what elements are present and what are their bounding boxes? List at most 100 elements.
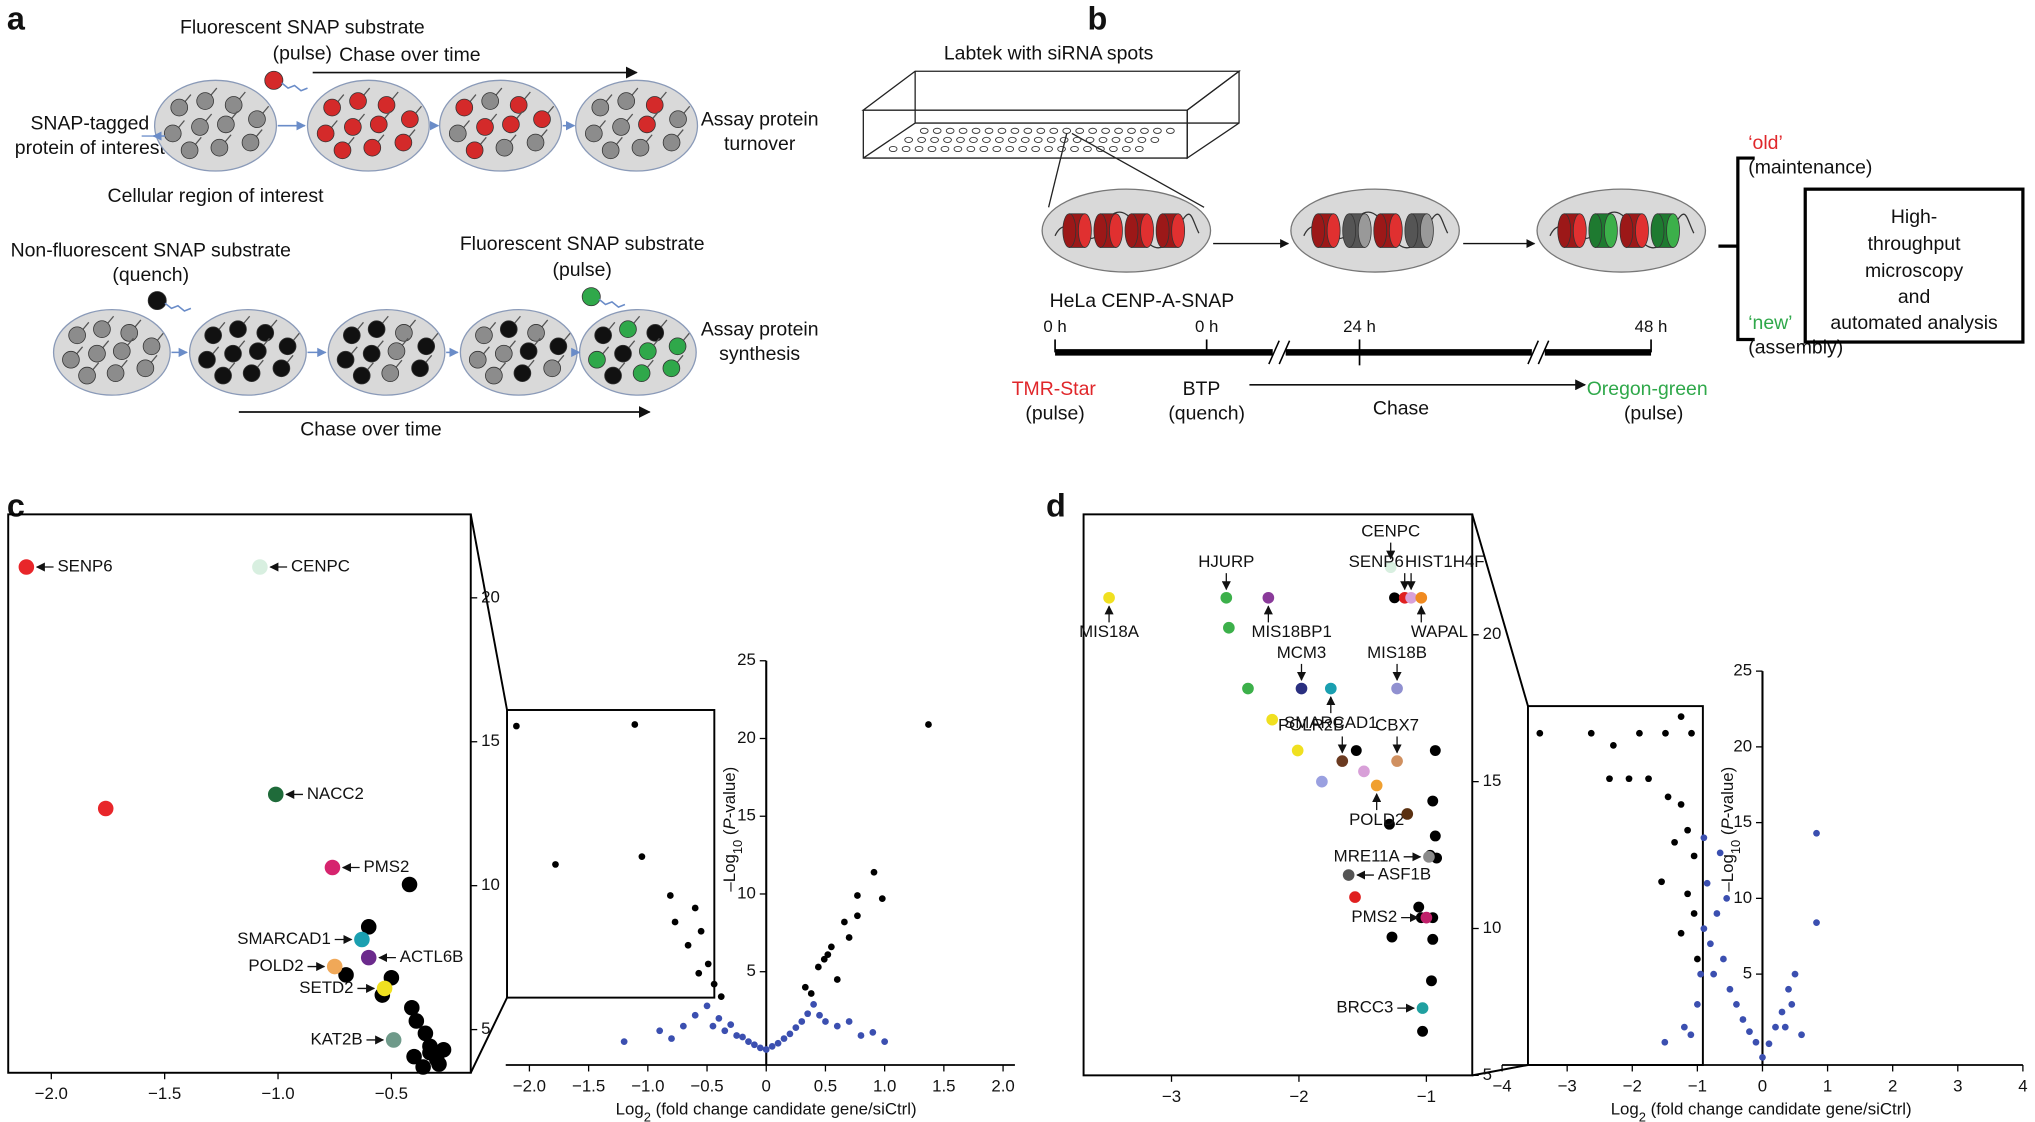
tagged-protein (502, 115, 520, 134)
point-label: POLR2B (1278, 716, 1344, 735)
tag-linker (601, 346, 610, 355)
point-label: POLD2 (248, 956, 303, 975)
x-tick-label: −0.5 (375, 1084, 408, 1103)
nucleosome-back (1342, 213, 1357, 248)
point (1720, 955, 1727, 963)
point-label: CENPC (1361, 522, 1420, 541)
point-label: KAT2B (311, 1029, 363, 1048)
highlight-point (1266, 713, 1279, 726)
labtek-label: Labtek with siRNA spots (944, 43, 1154, 65)
highlight-point (1405, 591, 1417, 604)
chase-label: Chase over time (339, 44, 480, 66)
highlight-point (97, 800, 114, 817)
tag-linker (224, 134, 232, 143)
tag-linker (513, 315, 521, 325)
cell (327, 309, 446, 396)
nucleosome-back (1588, 213, 1603, 248)
panel-label: c (7, 487, 25, 523)
tagged-protein (617, 92, 636, 110)
tag-linker (540, 319, 549, 329)
spot (956, 136, 965, 143)
tag-linker (527, 359, 535, 369)
point (1746, 1028, 1753, 1036)
spot (1114, 127, 1123, 134)
tag-linker (482, 346, 490, 355)
point (1781, 1023, 1789, 1031)
point (780, 1035, 788, 1042)
tagged-protein (509, 96, 528, 114)
tag-linker (230, 111, 239, 120)
tag-linker (488, 321, 497, 331)
cell-line-label: HeLa CENP-A-SNAP (1050, 290, 1235, 312)
tagged-protein (369, 115, 388, 134)
tagged-protein (362, 344, 381, 363)
tagged-protein (93, 320, 111, 339)
tagged-protein (645, 96, 664, 114)
tagged-protein (256, 324, 275, 342)
y-tick-label: 5 (1483, 1065, 1492, 1084)
highlight-point (1423, 851, 1435, 863)
point (620, 1038, 628, 1046)
nucleosome-face (1388, 213, 1403, 248)
tagged-protein (224, 96, 243, 114)
highlight-point (1223, 621, 1235, 634)
tagged-protein (588, 350, 606, 369)
tagged-protein (106, 364, 125, 382)
y-axis-label-part: 10 (730, 840, 745, 854)
tagged-protein (646, 324, 665, 342)
tagged-protein (344, 118, 362, 136)
tag-linker (347, 136, 355, 146)
nucleosome-back (1124, 213, 1139, 248)
point (798, 1018, 806, 1025)
x-tick-label: −1.0 (631, 1076, 664, 1095)
tagged-protein (465, 141, 484, 160)
point-label: CENPC (291, 556, 350, 575)
highlight-point (1391, 755, 1403, 767)
output-label: synthesis (719, 343, 800, 365)
point (1694, 955, 1701, 963)
point (1677, 713, 1685, 720)
x-tick-label: 0.5 (814, 1076, 837, 1095)
tag-linker (227, 362, 236, 371)
point-label: WAPAL (1411, 622, 1468, 641)
point-label: SETD2 (299, 978, 353, 997)
bracket (1718, 156, 1755, 342)
tag-linker (120, 359, 128, 369)
tagged-protein (668, 337, 687, 356)
point (801, 983, 809, 991)
point-label: MIS18BP1 (1251, 622, 1331, 641)
point (671, 918, 679, 926)
tag-linker (625, 113, 634, 123)
tag-linker (362, 87, 371, 97)
tagged-protein (191, 118, 209, 136)
point (1417, 1025, 1429, 1037)
x-tick-label: −1 (1688, 1076, 1707, 1095)
tagged-protein (494, 344, 513, 363)
tagged-protein (455, 98, 474, 117)
point (695, 969, 703, 977)
tagged-protein (377, 96, 396, 114)
input-label: SNAP-tagged (30, 113, 149, 135)
point (1386, 931, 1398, 943)
substrate-linker (598, 298, 626, 308)
point (925, 721, 932, 728)
x-axis-label-part: 2 (644, 1109, 651, 1122)
point (1606, 775, 1613, 783)
tag-linker (462, 120, 470, 129)
tagged-protein (594, 326, 612, 345)
point (1636, 729, 1643, 737)
tag-linker (682, 332, 690, 342)
spot (943, 136, 952, 143)
x-tick-label: 2.0 (991, 1076, 1014, 1095)
tagged-protein (662, 133, 681, 152)
tagged-protein (632, 364, 651, 382)
tagged-protein (352, 366, 371, 385)
point-label: HIST1H4F (1405, 552, 1484, 571)
cell (52, 309, 171, 396)
tagged-protein (499, 320, 518, 339)
point (1677, 929, 1685, 937)
tag-linker (237, 340, 246, 349)
tag-linker (376, 134, 385, 143)
point-label: ACTL6B (400, 947, 464, 966)
point (762, 1046, 770, 1053)
